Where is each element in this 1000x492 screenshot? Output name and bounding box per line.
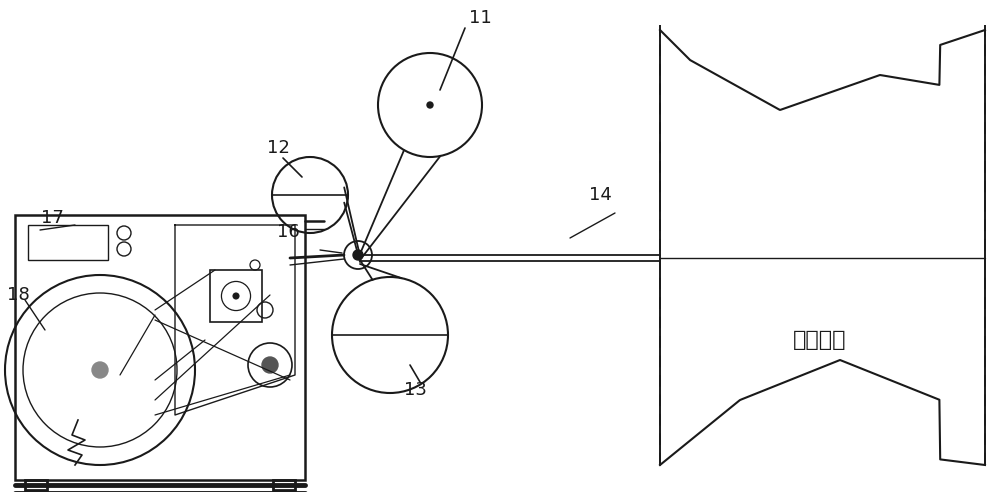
Circle shape	[427, 102, 433, 108]
Text: 复合机器: 复合机器	[793, 330, 847, 350]
Text: 12: 12	[267, 139, 289, 157]
Bar	[210, 270, 262, 322]
Circle shape	[92, 362, 108, 378]
Text: 18: 18	[7, 286, 29, 304]
Bar	[273, 480, 295, 490]
Text: 11: 11	[469, 9, 491, 27]
Circle shape	[353, 250, 363, 260]
Text: 14: 14	[589, 186, 611, 204]
Circle shape	[233, 293, 239, 299]
Bar	[28, 225, 108, 260]
Text: 13: 13	[404, 381, 426, 399]
Bar	[15, 215, 305, 480]
Text: 17: 17	[41, 209, 63, 227]
Bar	[25, 480, 47, 490]
Text: 16: 16	[277, 223, 299, 241]
Circle shape	[262, 357, 278, 373]
